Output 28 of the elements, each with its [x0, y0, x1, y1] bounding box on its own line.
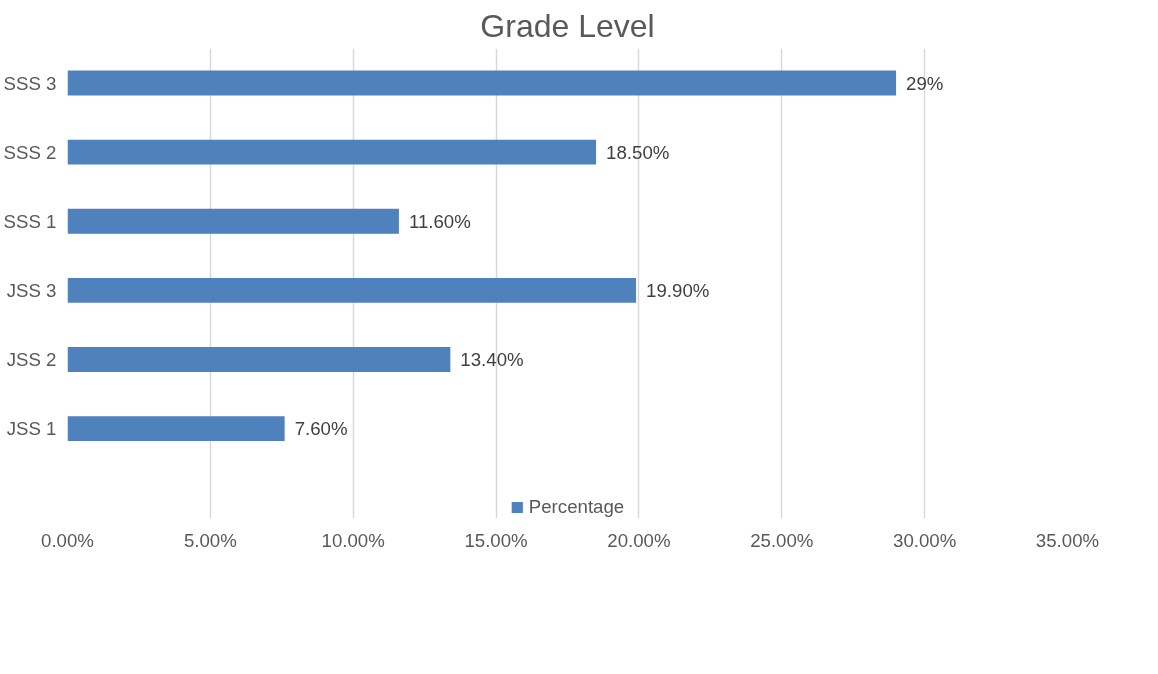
data-label: 13.40%	[460, 349, 524, 371]
y-tick-label: JSS 2	[6, 349, 57, 371]
data-label: 7.60%	[294, 418, 348, 440]
y-tick-label: SSS 3	[3, 72, 57, 94]
x-tick-label: 20.00%	[607, 529, 671, 551]
x-tick-label: 0.00%	[41, 529, 94, 551]
bar	[67, 208, 399, 234]
x-tick-label: 25.00%	[750, 529, 814, 551]
bar	[67, 70, 897, 96]
data-label: 18.50%	[606, 141, 670, 163]
y-tick-label: JSS 3	[6, 279, 57, 301]
data-label: 19.90%	[646, 279, 710, 301]
bar	[67, 347, 451, 372]
data-label: 11.60%	[408, 210, 471, 232]
bar	[67, 277, 637, 303]
data-label: 29%	[906, 72, 944, 94]
x-tick-label: 35.00%	[1035, 529, 1100, 551]
x-tick-label: 10.00%	[321, 529, 385, 551]
y-tick-label: SSS 2	[3, 141, 57, 163]
bar	[67, 416, 285, 442]
chart-title: Grade Level	[480, 7, 655, 44]
x-tick-label: 5.00%	[183, 529, 237, 551]
legend-label: Percentage	[528, 496, 625, 518]
y-tick-label: JSS 1	[6, 418, 57, 440]
y-tick-label: SSS 1	[3, 210, 57, 232]
x-tick-label: 30.00%	[893, 529, 957, 551]
x-tick-label: 15.00%	[464, 529, 528, 551]
bar	[67, 139, 597, 165]
